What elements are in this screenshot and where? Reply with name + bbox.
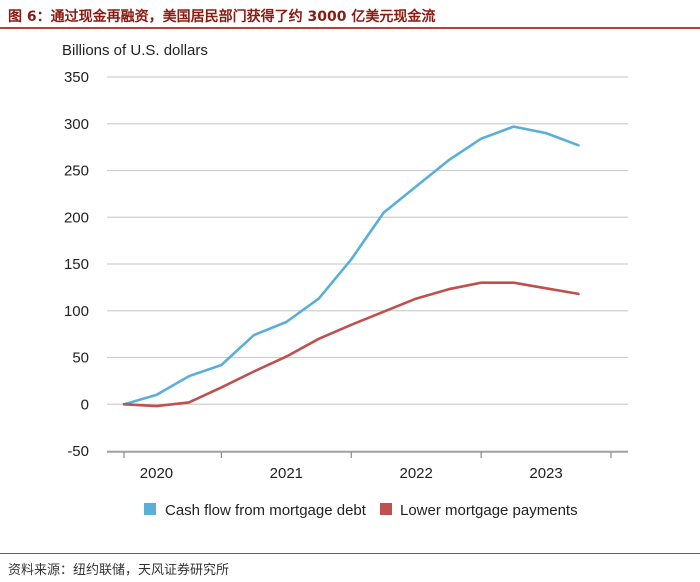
y-tick-label: 350 — [64, 69, 89, 86]
y-tick-label: 300 — [64, 116, 89, 133]
series-lines — [122, 125, 580, 408]
title-divider — [0, 27, 700, 29]
y-tick-label: 150 — [64, 256, 89, 273]
series-line-cash-flow-from-mortgage-debt — [122, 125, 580, 406]
gridlines — [107, 76, 628, 452]
legend-swatch — [144, 503, 156, 515]
y-tick-label: 250 — [64, 163, 89, 180]
legend: Cash flow from mortgage debt Lower mortga… — [144, 502, 578, 519]
y-tick-label: 0 — [81, 396, 89, 413]
legend-label: Cash flow from mortgage debt — [165, 502, 367, 519]
series-line-lower-mortgage-payments — [122, 281, 580, 408]
y-tick-label: 200 — [64, 209, 89, 226]
y-tick-labels: -50 0 50 100 150 200 250 300 350 — [64, 69, 89, 460]
y-tick-label: 50 — [72, 350, 89, 367]
x-axis: 2020 2021 2022 2023 — [107, 451, 628, 482]
y-tick-label: -50 — [67, 443, 89, 460]
x-tick-label: 2022 — [400, 465, 433, 482]
source-divider — [0, 553, 700, 554]
source-note: 资料来源：纽约联储，天风证券研究所 — [8, 563, 230, 578]
y-axis-unit-label: Billions of U.S. dollars — [62, 42, 208, 59]
legend-label: Lower mortgage payments — [400, 502, 578, 519]
legend-swatch — [380, 503, 392, 515]
figure-title: 图 6：通过现金再融资，美国居民部门获得了约 3000 亿美元现金流 — [8, 9, 436, 25]
x-tick-label: 2023 — [529, 465, 562, 482]
y-tick-label: 100 — [64, 303, 89, 320]
x-tick-label: 2021 — [270, 465, 303, 482]
x-tick-label: 2020 — [140, 465, 173, 482]
